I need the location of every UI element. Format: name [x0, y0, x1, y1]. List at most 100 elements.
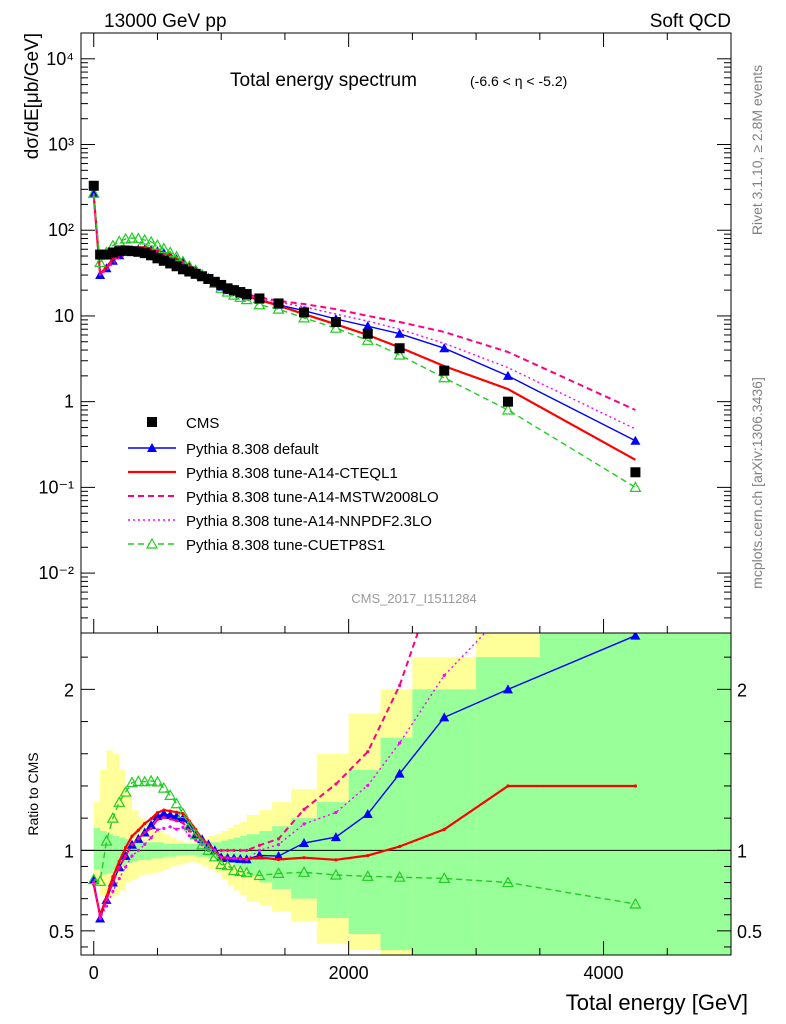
ratio-marker-nnpdf: [162, 826, 166, 830]
ratio-marker-default: [171, 811, 182, 821]
ratio-y-tick-label: 2: [64, 680, 74, 700]
cms-data-point: [139, 248, 150, 259]
cms-data-point: [107, 247, 118, 258]
ratio-marker-nnpdf: [334, 810, 338, 815]
cms-data-point: [216, 279, 227, 290]
ratio-marker-nnpdf: [168, 825, 172, 829]
ratio-marker-cuetp8s1: [164, 789, 177, 800]
ratio-marker-cteql1: [136, 828, 140, 832]
ratio-marker-cteql1: [257, 855, 262, 859]
marker-cuetp8s1: [361, 334, 374, 345]
ratio-marker-cuetp8s1: [113, 796, 126, 807]
ratio-y-tick-label: 0.5: [49, 922, 74, 942]
marker-cuetp8s1: [164, 246, 177, 258]
cms-data-point: [299, 307, 310, 318]
ratio-line-cuetp8s1: [93, 780, 636, 905]
ratio-marker-nnpdf: [92, 880, 96, 884]
band-inner-bin: [93, 827, 101, 870]
band-outer-bin: [106, 750, 113, 899]
legend-cms-marker: [147, 417, 157, 427]
cms-data-point: [158, 255, 169, 266]
ratio-marker-cteql1: [149, 817, 153, 821]
ratio-marker-mstw: [117, 865, 121, 869]
ratio-marker-cteql1: [302, 856, 306, 860]
ratio-marker-cuetp8s1: [629, 897, 642, 909]
ratio-marker-nnpdf: [257, 848, 262, 852]
ratio-y-tick-label: 1: [64, 841, 74, 861]
ratio-marker-cteql1: [181, 811, 185, 816]
band-inner-bin: [182, 843, 190, 856]
ratio-marker-nnpdf: [238, 857, 242, 861]
ratio-marker-nnpdf: [98, 916, 102, 921]
legend-label-default: Pythia 8.308 default: [186, 441, 319, 458]
cms-data-point: [146, 250, 157, 261]
cms-data-point: [126, 246, 137, 257]
ratio-marker-cuetp8s1: [240, 866, 253, 878]
ratio-marker-cuetp8s1: [202, 844, 215, 855]
y-tick-label: 10: [54, 306, 74, 326]
marker-default: [88, 188, 99, 198]
band-inner-bin: [112, 835, 120, 870]
ratio-marker-default: [630, 633, 641, 640]
ratio-marker-cteql1: [174, 810, 179, 814]
header-right: Soft QCD: [650, 11, 731, 32]
ratio-marker-cuetp8s1: [106, 811, 119, 823]
marker-cuetp8s1: [253, 298, 266, 310]
ratio-marker-default: [330, 832, 341, 842]
ratio-panel-frame: [80, 632, 732, 956]
cms-data-point: [630, 467, 641, 478]
ratio-marker-cteql1: [155, 811, 160, 815]
ratio-marker-cuetp8s1: [361, 870, 374, 881]
ratio-marker-default: [165, 810, 176, 820]
cms-data-point: [177, 264, 188, 275]
ratio-marker-mstw: [334, 782, 338, 786]
cms-data-point: [502, 396, 513, 407]
ratio-marker-nnpdf: [634, 495, 637, 498]
ratio-marker-mstw: [225, 848, 230, 852]
x-axis-label: Total energy [GeV]: [566, 990, 748, 1015]
ratio-marker-cuetp8s1: [196, 838, 209, 850]
cms-data-point: [362, 328, 373, 339]
ratio-marker-nnpdf: [232, 856, 236, 861]
ratio-marker-default: [439, 712, 450, 722]
legend-label-cteql1: Pythia 8.308 tune-A14-CTEQL1: [186, 465, 398, 482]
marker-cuetp8s1: [272, 302, 285, 314]
series-line-cuetp8s1: [93, 193, 636, 488]
cms-data-point: [101, 249, 112, 260]
top-panel-curves: [87, 180, 642, 492]
series-line-mstw: [92, 194, 636, 411]
ratio-marker-mstw: [111, 880, 115, 885]
ratio-marker-nnpdf: [174, 827, 179, 831]
cms-data-point: [171, 261, 182, 272]
ratio-marker-nnpdf: [506, 607, 509, 610]
ratio-marker-nnpdf: [213, 848, 217, 852]
ratio-marker-mstw: [162, 815, 166, 820]
ratio-marker-nnpdf: [398, 741, 402, 745]
ratio-marker-mstw: [149, 826, 153, 830]
ratio-marker-mstw: [155, 817, 160, 822]
ratio-marker-nnpdf: [219, 855, 223, 859]
ratio-marker-nnpdf: [149, 836, 153, 840]
side-label-rivet: Rivet 3.1.10, ≥ 2.8M events: [749, 65, 765, 235]
marker-default: [362, 321, 373, 331]
band-outer-bin: [125, 794, 132, 883]
y-tick-label: 10²: [48, 220, 74, 240]
ratio-y-tick-label-right: 2: [737, 680, 747, 700]
band-inner-bin: [100, 831, 107, 875]
ratio-panel-curves: [81, 495, 731, 955]
ratio-marker-nnpdf: [225, 856, 230, 860]
cms-data-point: [165, 258, 176, 269]
side-label-site: mcplots.cern.ch [arXiv:1306.3436]: [749, 377, 765, 589]
ratio-marker-mstw: [130, 843, 134, 847]
ratio-marker-cuetp8s1: [157, 781, 170, 793]
series-line-default: [93, 193, 636, 442]
ratio-marker-cuetp8s1: [100, 834, 113, 846]
cms-data-point: [133, 246, 144, 257]
band-inner-bin: [233, 837, 241, 867]
ratio-marker-mstw: [232, 848, 236, 852]
ratio-marker-mstw: [276, 837, 281, 841]
y-tick-label: 10⁻¹: [38, 477, 74, 497]
ratio-marker-cuetp8s1: [208, 850, 221, 862]
cms-data-point: [241, 289, 252, 300]
marker-cuetp8s1: [393, 348, 406, 360]
